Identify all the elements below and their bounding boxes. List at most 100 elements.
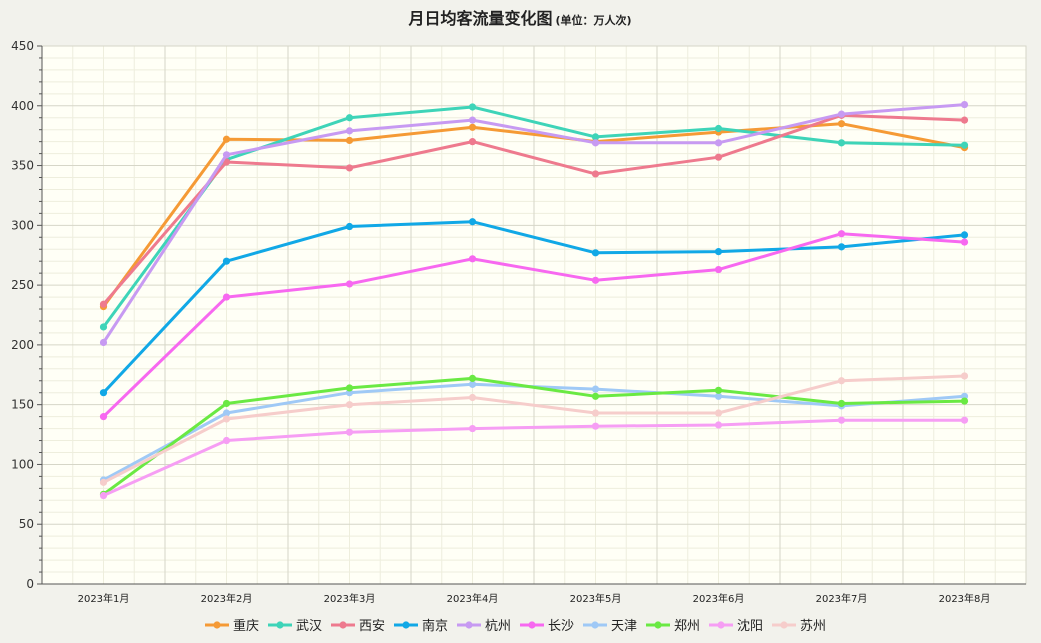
legend-label: 杭州: [485, 619, 511, 634]
data-point: [837, 230, 846, 238]
data-point: [714, 421, 723, 429]
data-point: [345, 222, 354, 231]
data-point: [591, 392, 600, 400]
legend-swatch-marker: [528, 621, 536, 629]
legend-swatch-marker: [213, 621, 221, 629]
legend-label: 长沙: [548, 619, 574, 634]
legend-swatch-marker: [654, 621, 662, 629]
data-point: [591, 133, 600, 141]
y-tick-label: 0: [26, 577, 34, 591]
data-point: [591, 422, 600, 430]
data-point: [468, 116, 477, 124]
series-4: [99, 218, 969, 397]
data-point: [960, 397, 969, 405]
y-tick-label: 150: [11, 398, 34, 412]
series-line: [102, 374, 966, 484]
data-point: [960, 372, 969, 380]
data-point: [99, 389, 108, 397]
chart-title-main: 月日均客流量变化图: [407, 9, 552, 28]
legend: 重庆 武汉 西安 南京 杭州 长沙 天津 郑州 沈阳 苏州: [205, 618, 826, 634]
data-point: [468, 255, 477, 263]
legend-swatch-marker: [717, 621, 725, 629]
data-point: [345, 401, 354, 409]
legend-label: 郑州: [674, 619, 700, 634]
legend-swatch-marker: [465, 621, 473, 629]
legend-item: 沈阳: [709, 619, 763, 634]
legend-label: 武汉: [296, 619, 322, 634]
series-line: [102, 232, 966, 419]
data-point: [99, 491, 108, 500]
data-point: [591, 409, 600, 417]
series-line: [102, 105, 966, 329]
data-point: [345, 114, 354, 122]
y-tick-label: 450: [11, 39, 34, 53]
legend-swatch-marker: [276, 621, 284, 629]
data-point: [222, 409, 231, 417]
data-point: [345, 164, 354, 172]
legend-item: 郑州: [646, 619, 700, 634]
data-point: [99, 323, 108, 331]
y-tick-label: 300: [11, 218, 34, 232]
data-point: [468, 380, 477, 388]
legend-label: 苏州: [800, 618, 826, 634]
y-tick-label: 100: [11, 457, 34, 471]
data-point: [99, 413, 108, 421]
y-tick-label: 400: [11, 99, 34, 113]
data-point: [222, 415, 231, 423]
x-tick-label: 2023年6月: [693, 592, 745, 605]
data-point: [99, 338, 108, 347]
series-line: [102, 418, 966, 497]
x-tick-label: 2023年8月: [939, 592, 991, 605]
legend-item: 西安: [331, 619, 385, 634]
data-point: [99, 300, 108, 308]
legend-swatch-marker: [339, 621, 347, 629]
data-point: [714, 265, 723, 274]
legend-swatch-marker: [780, 621, 788, 629]
series-line: [102, 220, 966, 395]
legend-item: 杭州: [457, 619, 511, 634]
y-tick-label: 50: [19, 517, 34, 531]
data-point: [714, 139, 723, 147]
data-point: [960, 100, 969, 109]
x-tick-label: 2023年1月: [78, 592, 130, 605]
legend-swatch-marker: [591, 621, 599, 629]
legend-item: 天津: [583, 619, 637, 634]
legend-item: 苏州: [772, 618, 826, 634]
data-point: [99, 478, 108, 486]
series-10: [99, 372, 969, 486]
legend-item: 武汉: [268, 619, 322, 634]
x-tick-label: 2023年5月: [570, 592, 622, 605]
data-point: [960, 416, 969, 424]
data-point: [837, 110, 846, 118]
legend-label: 沈阳: [737, 619, 763, 634]
data-point: [222, 135, 231, 143]
legend-item: 重庆: [205, 618, 259, 634]
series-5: [99, 100, 969, 347]
legend-item: 长沙: [520, 619, 574, 634]
data-point: [837, 416, 846, 424]
data-point: [591, 249, 600, 257]
data-point: [222, 257, 231, 265]
x-tick-label: 2023年4月: [447, 592, 499, 605]
data-point: [468, 374, 477, 382]
data-point: [591, 170, 600, 178]
data-point: [714, 386, 723, 394]
data-point: [222, 151, 231, 159]
data-point: [222, 436, 231, 445]
y-tick-label: 250: [11, 278, 34, 292]
legend-label: 重庆: [233, 618, 259, 634]
series-9: [99, 416, 969, 500]
data-point: [837, 139, 846, 147]
data-point: [714, 124, 723, 133]
data-point: [837, 377, 846, 385]
legend-label: 西安: [359, 619, 385, 634]
series-6: [99, 230, 969, 421]
y-tick-label: 200: [11, 338, 34, 352]
data-point: [222, 293, 231, 301]
data-point: [837, 243, 846, 251]
data-point: [714, 153, 723, 161]
data-point: [345, 384, 354, 392]
data-point: [837, 399, 846, 408]
data-point: [714, 409, 723, 417]
